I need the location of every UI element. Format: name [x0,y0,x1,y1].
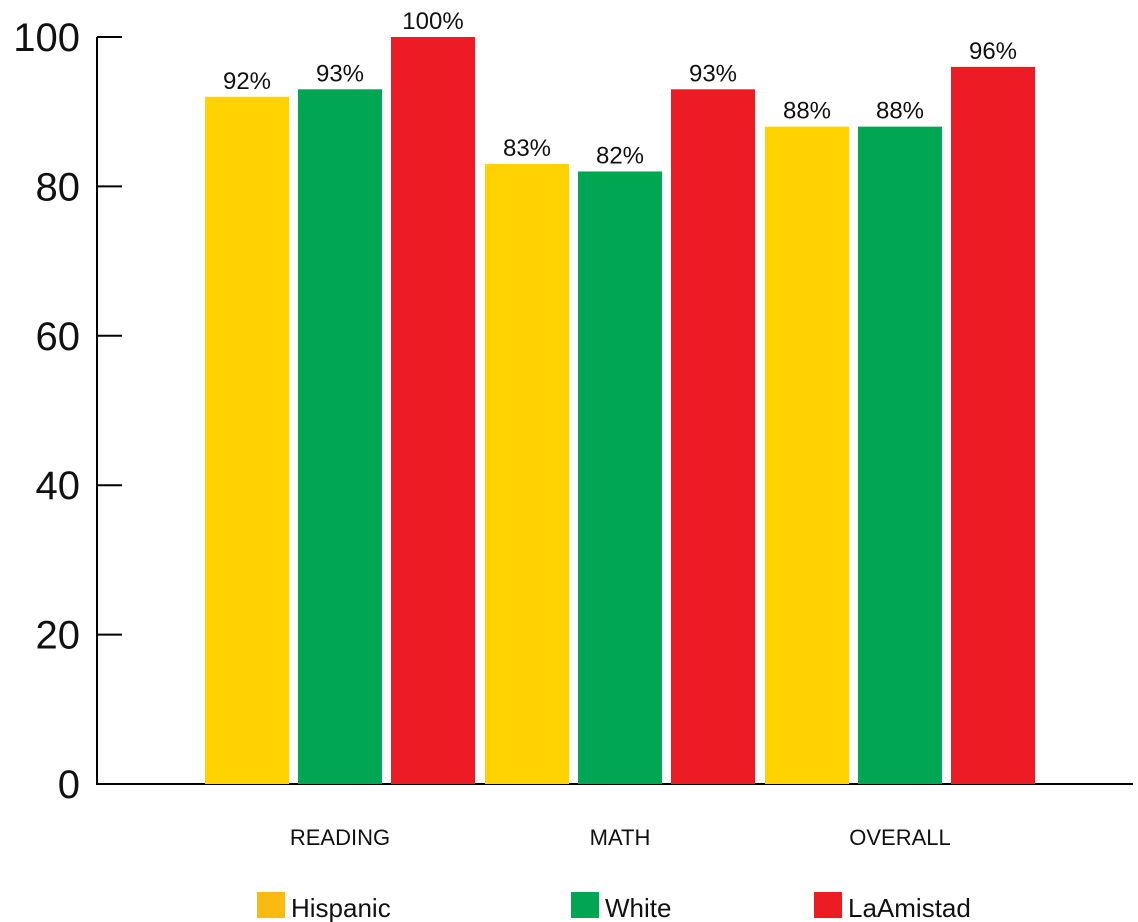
legend-swatch-laamistad [814,892,842,918]
bars [205,37,1035,785]
data-label: 88% [876,98,924,125]
category-label-overall: OVERALL [849,825,951,850]
data-labels: 92% 93% 100% 83% 82% 93% 88% 88% 96% [223,8,1017,169]
data-label: 93% [689,60,737,87]
y-tick-label: 100 [13,16,80,60]
y-ticks: 0 20 40 60 80 100 [13,16,122,807]
y-tick-label: 20 [36,614,81,658]
data-label: 82% [596,142,644,169]
bar-white-math [578,171,662,784]
data-label: 88% [783,98,831,125]
y-tick-label: 0 [58,763,80,807]
bar-laamistad-overall [951,66,1035,784]
bar-hispanic-math [485,163,569,785]
category-labels: READING MATH OVERALL [290,825,951,850]
y-tick-label: 60 [36,315,81,359]
legend-label-white: White [605,893,671,922]
legend-label-hispanic: Hispanic [291,893,391,922]
bar-white-overall [858,126,942,784]
category-label-math: MATH [590,825,651,850]
bar-white-reading [298,89,382,785]
data-label: 93% [316,60,364,87]
bar-hispanic-overall [765,126,849,784]
legend-label-laamistad: LaAmistad [848,893,971,922]
bar-hispanic-reading [205,96,289,784]
bar-laamistad-math [671,89,755,785]
legend-swatch-hispanic [257,892,285,918]
legend: Hispanic White LaAmistad [257,892,971,922]
data-label: 92% [223,68,271,95]
y-tick-label: 80 [36,165,81,209]
data-label: 100% [402,8,463,35]
bar-laamistad-reading [391,37,475,784]
data-label: 83% [503,135,551,162]
data-label: 96% [969,38,1017,65]
y-tick-label: 40 [36,464,81,508]
category-label-reading: READING [290,825,390,850]
legend-swatch-white [571,892,599,918]
